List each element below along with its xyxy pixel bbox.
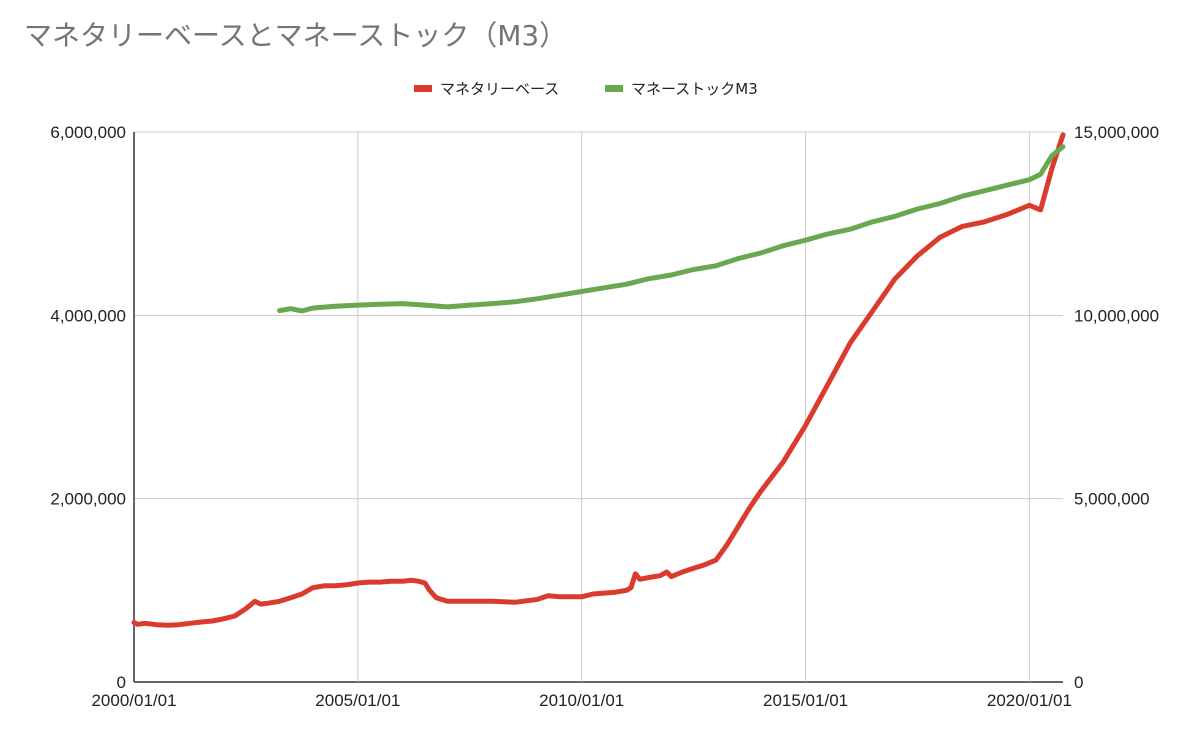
series-line-1	[131, 132, 1066, 628]
y-right-tick-label: 15,000,000	[1074, 123, 1159, 142]
x-tick-label: 2005/01/01	[315, 691, 400, 710]
legend-swatch-2	[605, 85, 623, 92]
y-right-tick-label: 10,000,000	[1074, 306, 1159, 325]
legend: マネタリーベース マネーストックM3	[414, 80, 758, 98]
x-tick-label: 2020/01/01	[987, 691, 1072, 710]
series-line-2	[277, 144, 1066, 314]
y-left-tick-label: 6,000,000	[50, 123, 126, 142]
gridlines	[133, 131, 1063, 683]
legend-swatch-1	[414, 85, 432, 92]
y-right-tick-label: 0	[1074, 673, 1083, 692]
x-tick-label: 2010/01/01	[539, 691, 624, 710]
y-left-tick-label: 0	[117, 673, 126, 692]
series-lines	[131, 132, 1066, 628]
y-left-tick-label: 2,000,000	[50, 490, 126, 509]
chart-title: マネタリーベースとマネーストック（M3）	[24, 19, 568, 52]
x-tick-label: 2015/01/01	[763, 691, 848, 710]
axis-labels: 0 2,000,000 4,000,000 6,000,000 0 5,000,000 10…	[50, 123, 1159, 710]
y-right-tick-label: 5,000,000	[1074, 490, 1150, 509]
legend-label-1: マネタリーベース	[440, 80, 559, 98]
x-tick-label: 2000/01/01	[91, 691, 176, 710]
legend-label-2: マネーストックM3	[631, 80, 758, 98]
y-left-tick-label: 4,000,000	[50, 306, 126, 325]
